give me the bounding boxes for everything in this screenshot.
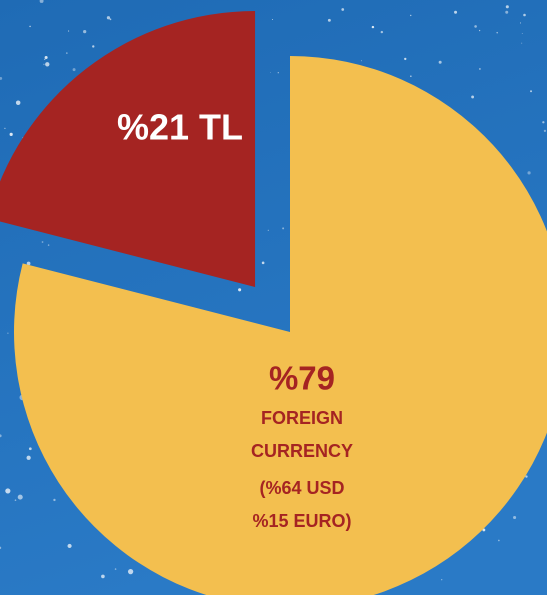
slice-label: %79 — [269, 360, 335, 397]
speckle — [7, 333, 8, 334]
speckle — [29, 447, 32, 450]
speckle — [44, 59, 45, 60]
speckle — [101, 575, 105, 579]
speckle — [479, 30, 480, 31]
speckle — [530, 90, 532, 92]
speckle — [341, 8, 344, 11]
speckle — [506, 5, 509, 8]
speckle — [27, 456, 31, 460]
speckle — [471, 96, 474, 99]
speckle — [282, 227, 284, 229]
speckle — [53, 499, 55, 501]
slice-label: %21 TL — [117, 107, 243, 148]
speckle — [527, 171, 530, 174]
speckle — [410, 75, 411, 76]
speckle — [45, 62, 49, 66]
speckle — [404, 58, 406, 60]
speckle — [18, 495, 23, 500]
speckle — [66, 52, 67, 53]
speckle — [272, 19, 273, 20]
speckle — [270, 72, 271, 73]
speckle — [441, 579, 442, 580]
speckle — [5, 488, 10, 493]
speckle — [110, 18, 112, 20]
speckle — [372, 26, 374, 28]
speckle — [479, 68, 480, 69]
speckle — [45, 56, 48, 59]
speckle — [328, 19, 331, 22]
speckle — [68, 30, 69, 31]
speckle — [381, 31, 383, 33]
slice-annotation: %15 EURO) — [252, 511, 351, 531]
speckle — [523, 14, 526, 17]
speckle — [15, 499, 17, 501]
speckle — [42, 241, 44, 243]
speckle — [4, 128, 5, 129]
speckle — [544, 130, 546, 132]
speckle — [43, 64, 45, 66]
speckle — [92, 45, 94, 47]
speckle — [361, 60, 362, 61]
speckle — [542, 121, 544, 123]
speckle — [10, 133, 13, 136]
chart: %21 TL %79 FOREIGN CURRENCY (%64 USD %15 EURO… — [0, 0, 547, 595]
speckle — [496, 32, 498, 34]
speckle — [268, 230, 269, 231]
speckle — [278, 72, 279, 73]
speckle — [513, 516, 516, 519]
slice-annotation: (%64 USD — [259, 478, 344, 498]
speckle — [73, 68, 76, 71]
speckle — [410, 15, 411, 16]
speckle — [68, 544, 72, 548]
speckle — [29, 26, 31, 28]
speckle — [48, 244, 49, 245]
slice-annotation: FOREIGN — [261, 408, 343, 428]
speckle — [262, 262, 265, 265]
speckle — [439, 61, 442, 64]
speckle — [498, 540, 500, 542]
speckle — [525, 475, 527, 477]
speckle — [128, 569, 133, 574]
speckle — [115, 568, 117, 570]
speckle — [522, 33, 523, 34]
speckle — [520, 22, 521, 23]
speckle — [16, 101, 21, 106]
speckle — [238, 288, 241, 291]
speckle — [454, 11, 457, 14]
speckle — [107, 16, 110, 19]
speckle — [505, 11, 508, 14]
slice-annotation: CURRENCY — [251, 441, 353, 461]
speckle — [83, 30, 86, 33]
speckle — [521, 43, 522, 44]
speckle — [474, 25, 477, 28]
